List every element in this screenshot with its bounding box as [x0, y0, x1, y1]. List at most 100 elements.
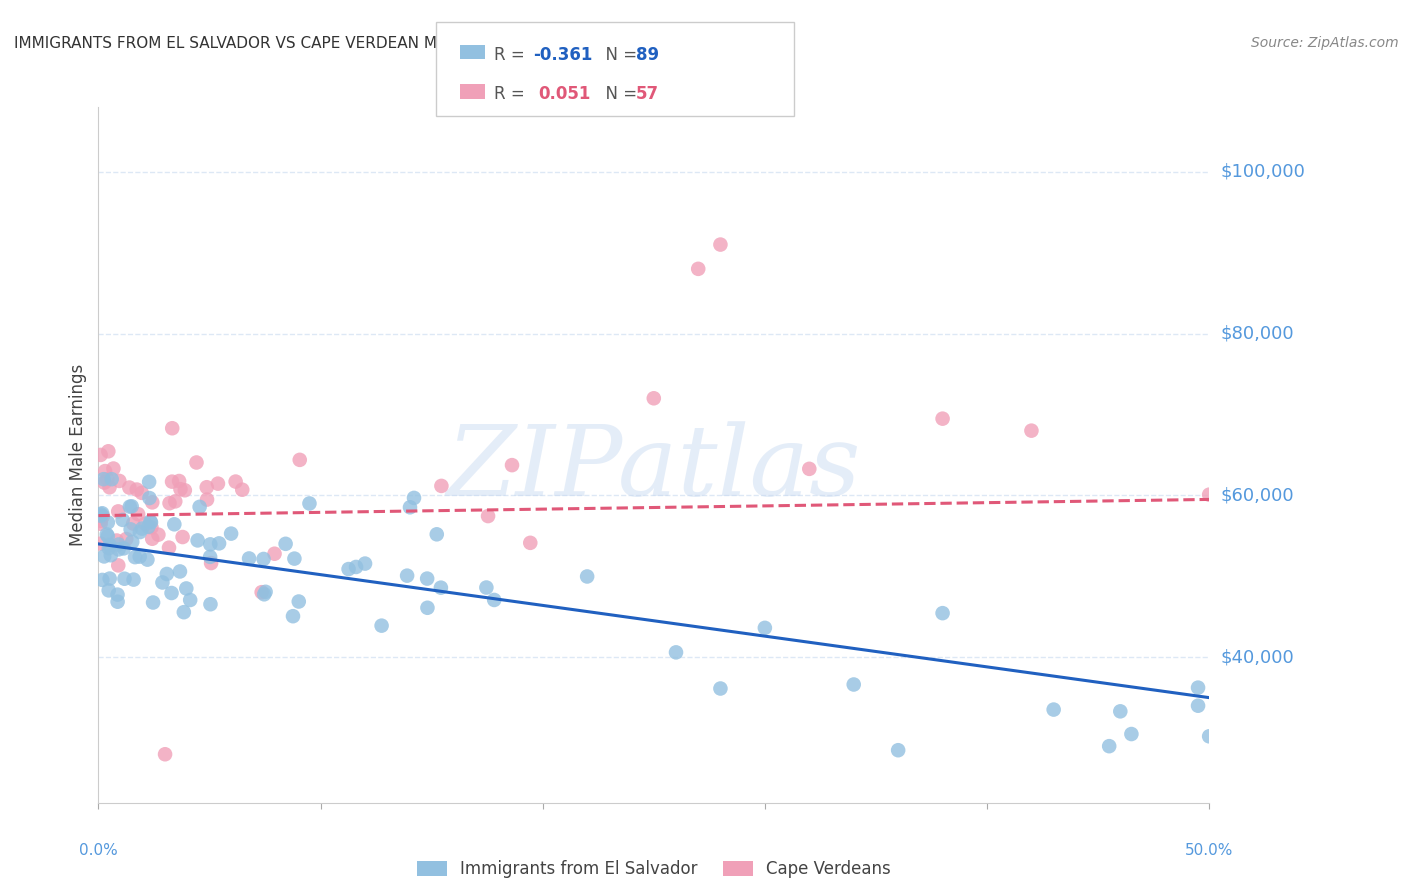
Text: IMMIGRANTS FROM EL SALVADOR VS CAPE VERDEAN MEDIAN MALE EARNINGS CORRELATION CHA: IMMIGRANTS FROM EL SALVADOR VS CAPE VERD… [14, 36, 786, 51]
Point [482, 593, 505, 607]
Point [97, 529, 120, 543]
Point [576, 569, 599, 583]
Text: 57: 57 [636, 86, 658, 103]
Point [107, 558, 129, 573]
Point [200, 597, 222, 611]
Point [176, 582, 198, 596]
Point [475, 581, 498, 595]
Point [90, 508, 112, 523]
Point [354, 557, 377, 571]
Text: $60,000: $60,000 [1220, 486, 1294, 504]
Point [157, 541, 180, 555]
Point [501, 458, 523, 472]
Point [231, 483, 253, 497]
Point [134, 516, 156, 531]
Point [430, 581, 453, 595]
Point [186, 455, 208, 469]
Text: ZIPatlas: ZIPatlas [447, 421, 860, 516]
Point [298, 496, 321, 510]
Point [165, 494, 187, 508]
Point [97, 583, 120, 598]
Point [97, 541, 120, 556]
Point [142, 595, 165, 609]
Point [396, 568, 419, 582]
Point [519, 536, 541, 550]
Point [169, 482, 191, 496]
Point [173, 605, 195, 619]
Text: $40,000: $40,000 [1220, 648, 1294, 666]
Point [129, 525, 152, 540]
Point [754, 621, 776, 635]
Text: 50.0%: 50.0% [1185, 843, 1233, 858]
Point [107, 504, 129, 518]
Point [250, 585, 273, 599]
Point [107, 588, 129, 602]
Point [100, 548, 122, 562]
Point [114, 572, 136, 586]
Point [274, 537, 297, 551]
Point [98, 538, 121, 552]
Text: 0.0%: 0.0% [79, 843, 118, 858]
Point [97, 444, 120, 458]
Point [103, 461, 125, 475]
Point [112, 541, 135, 556]
Point [141, 520, 163, 534]
Point [148, 527, 170, 541]
Point [100, 472, 122, 486]
Point [93, 549, 115, 564]
Point [120, 522, 142, 536]
Point [98, 480, 121, 494]
Point [156, 566, 179, 581]
Point [1198, 729, 1220, 743]
Point [416, 572, 439, 586]
Point [1042, 702, 1064, 716]
Text: -0.361: -0.361 [533, 45, 592, 63]
Legend: Immigrants from El Salvador, Cape Verdeans: Immigrants from El Salvador, Cape Verdea… [411, 854, 897, 885]
Point [207, 476, 229, 491]
Point [842, 677, 865, 691]
Point [1198, 488, 1220, 502]
Point [1109, 704, 1132, 718]
Point [173, 483, 195, 498]
Point [1098, 739, 1121, 754]
Point [94, 464, 117, 478]
Point [208, 536, 231, 550]
Point [172, 530, 194, 544]
Point [131, 486, 153, 500]
Point [188, 500, 211, 514]
Point [97, 516, 120, 530]
Point [238, 551, 260, 566]
Point [195, 492, 218, 507]
Point [219, 526, 242, 541]
Point [122, 573, 145, 587]
Text: R =: R = [494, 45, 530, 63]
Point [131, 522, 153, 536]
Point [159, 496, 181, 510]
Point [96, 527, 118, 541]
Point [91, 506, 114, 520]
Point [93, 472, 115, 486]
Point [430, 479, 453, 493]
Point [187, 533, 209, 548]
Point [399, 500, 422, 515]
Point [198, 549, 221, 564]
Point [127, 507, 149, 521]
Point [152, 575, 174, 590]
Point [169, 565, 191, 579]
Point [160, 421, 183, 435]
Text: $80,000: $80,000 [1220, 325, 1294, 343]
Point [118, 500, 141, 514]
Point [91, 509, 114, 524]
Point [153, 747, 176, 762]
Point [90, 514, 112, 528]
Point [799, 462, 821, 476]
Point [138, 475, 160, 489]
Point [344, 560, 367, 574]
Point [139, 515, 162, 529]
Point [709, 237, 731, 252]
Point [115, 532, 138, 546]
Point [402, 491, 425, 505]
Point [107, 595, 129, 609]
Point [90, 508, 112, 522]
Point [98, 572, 121, 586]
